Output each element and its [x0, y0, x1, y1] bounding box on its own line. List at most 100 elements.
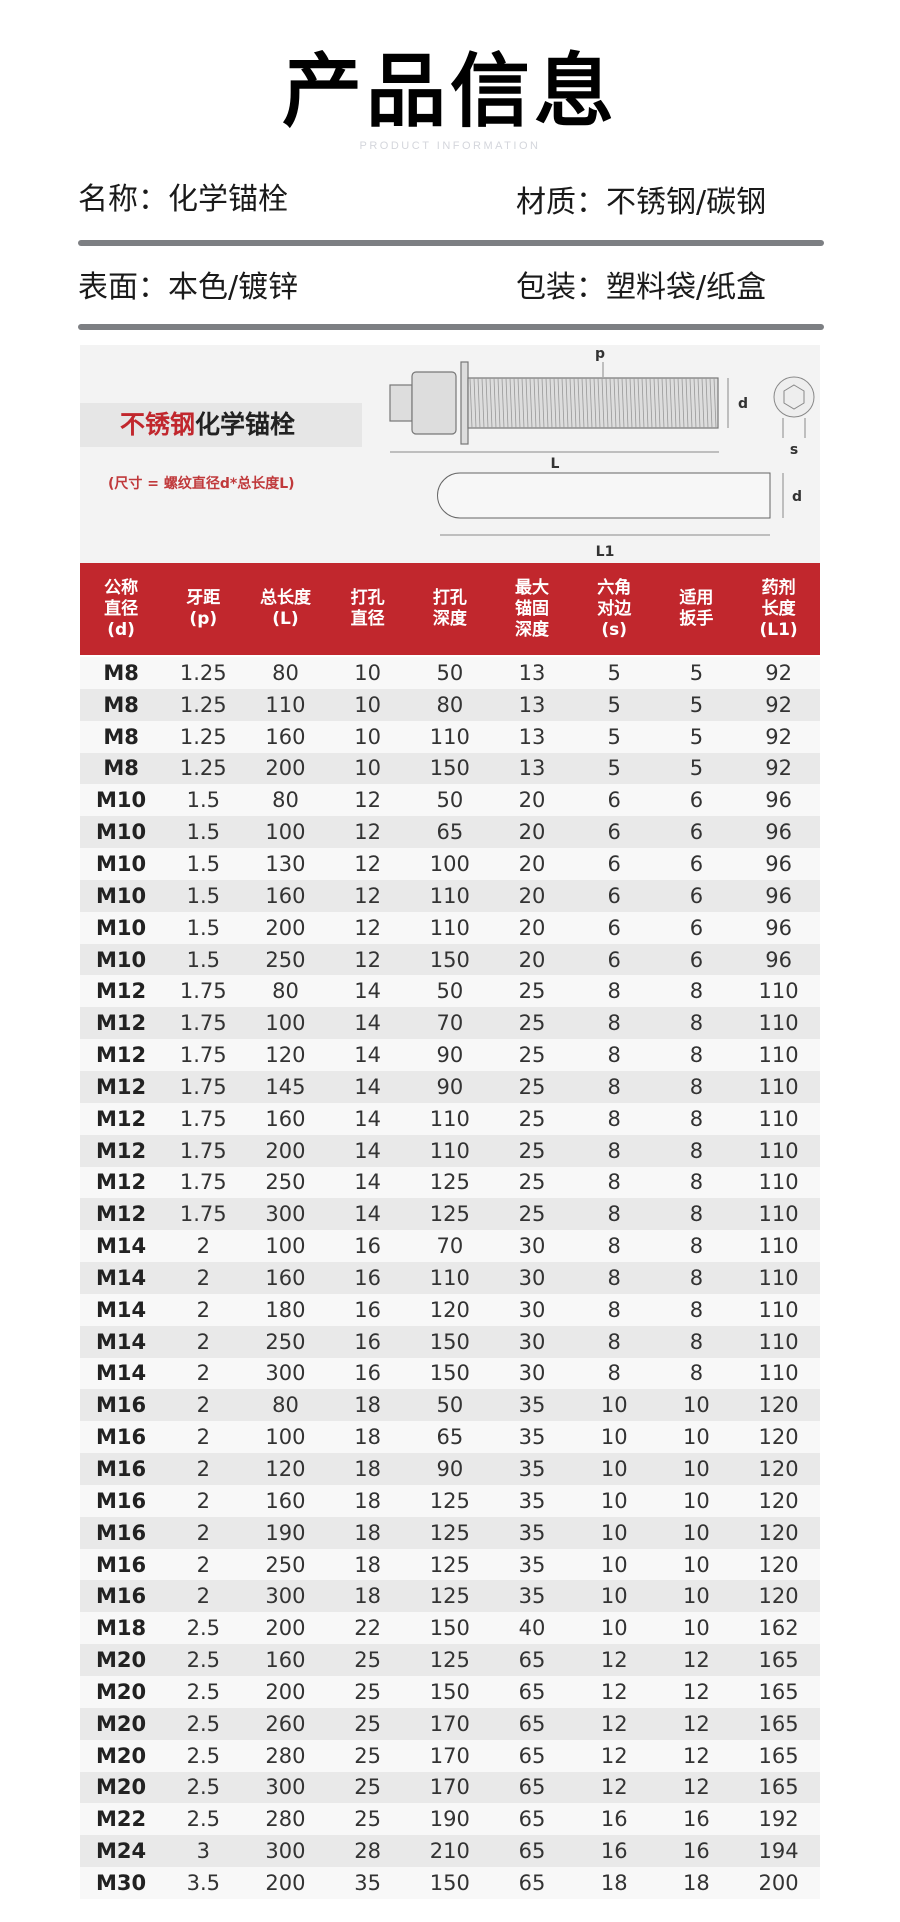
table-cell: 120	[265, 1043, 306, 1068]
table-cell: 2	[196, 1457, 210, 1482]
thread-line	[505, 377, 509, 429]
table-row: M16 2 100 18 65 35 10 10 120	[80, 1421, 820, 1454]
column-header: 适用 扳手	[679, 588, 714, 629]
brand-black-text: 化学锚栓	[195, 410, 296, 439]
table-cell: 8	[607, 1202, 621, 1227]
table-cell: 110	[429, 883, 470, 908]
table-cell: 200	[758, 1870, 799, 1895]
table-cell: 12	[354, 883, 382, 908]
table-cell: 300	[265, 1839, 306, 1864]
thread-line	[689, 377, 693, 429]
table-cell: 110	[429, 1138, 470, 1163]
table-cell: 1.75	[179, 1106, 227, 1131]
table-cell: 2	[196, 1393, 210, 1418]
thread-line	[501, 377, 505, 429]
table-cell: 2	[196, 1361, 210, 1386]
table-row: M20 2.5 200 25 150 65 12 12 165	[80, 1676, 820, 1708]
table-cell: 10	[354, 724, 382, 749]
table-cell: M10	[96, 915, 147, 940]
table-cell: 1.5	[186, 915, 220, 940]
table-cell: 80	[272, 1393, 299, 1418]
table-cell: 16	[354, 1329, 382, 1354]
table-cell: 12	[600, 1711, 628, 1736]
table-cell: 110	[429, 1106, 470, 1131]
table-cell: 8	[689, 1297, 704, 1322]
table-row: M12 1.75 100 14 70 25 8 8 110	[80, 1007, 820, 1040]
table-cell: 6	[689, 820, 704, 845]
table-cell: 110	[265, 692, 306, 717]
table-cell: 10	[683, 1488, 710, 1513]
table-cell: 170	[429, 1743, 470, 1768]
table-cell: 6	[689, 788, 704, 813]
washer	[460, 361, 469, 445]
table-cell: 192	[758, 1807, 799, 1832]
table-cell: 13	[518, 692, 546, 717]
table-cell: 8	[689, 1074, 704, 1099]
thread-line	[633, 377, 637, 429]
table-cell: M14	[96, 1234, 147, 1259]
table-cell: 30	[518, 1297, 546, 1322]
thread-line	[473, 377, 477, 429]
table-cell: 6	[689, 883, 704, 908]
thread-line	[469, 377, 473, 429]
thread-line	[565, 377, 569, 429]
table-cell: 25	[354, 1679, 382, 1704]
table-cell: 18	[600, 1870, 628, 1895]
table-row: M18 2.5 200 22 150 40 10 10 162	[80, 1612, 820, 1645]
table-cell: 280	[265, 1807, 306, 1832]
table-cell: 96	[765, 851, 792, 876]
table-row: M14 2 300 16 150 30 8 8 110	[80, 1357, 820, 1390]
table-cell: M14	[96, 1329, 147, 1354]
thread-line	[569, 377, 573, 429]
table-cell: M12	[96, 979, 147, 1004]
info-material: 材质：不锈钢/碳钢	[516, 185, 767, 220]
table-cell: 130	[265, 851, 306, 876]
table-cell: 10	[354, 660, 382, 685]
table-cell: 65	[518, 1807, 546, 1832]
table-cell: 125	[429, 1584, 470, 1609]
table-cell: 160	[265, 1488, 306, 1513]
table-row: M20 2.5 160 25 125 65 12 12 165	[80, 1644, 820, 1676]
thread-lines	[469, 377, 717, 429]
table-cell: 12	[354, 851, 382, 876]
table-cell: M8	[103, 692, 139, 717]
thread-line	[577, 377, 581, 429]
divider	[78, 240, 824, 246]
table-row: M10 1.5 130 12 100 20 6 6 96	[80, 848, 820, 880]
table-cell: 12	[600, 1679, 628, 1704]
table-cell: 20	[518, 788, 546, 813]
thread-line	[513, 377, 517, 429]
table-cell: 125	[429, 1202, 470, 1227]
table-row: M12 1.75 200 14 110 25 8 8 110	[80, 1134, 820, 1167]
thread-line	[521, 377, 525, 429]
thread-line	[669, 377, 673, 429]
table-cell: 160	[265, 724, 306, 749]
table-cell: 160	[265, 883, 306, 908]
table-cell: 3	[196, 1839, 210, 1864]
table-cell: 10	[600, 1616, 628, 1641]
label-L: L	[551, 456, 560, 472]
table-cell: M10	[96, 820, 147, 845]
table-cell: M12	[96, 1074, 147, 1099]
thread-line	[641, 377, 645, 429]
table-cell: M14	[96, 1265, 147, 1290]
table-cell: 20	[518, 851, 546, 876]
table-cell: M16	[96, 1552, 147, 1577]
bolt-drawing	[389, 361, 719, 445]
table-cell: 14	[354, 1011, 382, 1036]
table-cell: 8	[607, 1074, 621, 1099]
table-cell: 280	[265, 1743, 306, 1768]
table-cell: 2.5	[186, 1807, 220, 1832]
table-row: M14 2 100 16 70 30 8 8 110	[80, 1230, 820, 1263]
table-cell: 5	[607, 724, 621, 749]
thread-line	[541, 377, 545, 429]
table-cell: 35	[518, 1425, 546, 1450]
table-cell: 65	[518, 1743, 546, 1768]
table-cell: 1.25	[179, 724, 227, 749]
column-header: 公称 直径 (d)	[104, 577, 139, 640]
table-cell: 18	[683, 1870, 710, 1895]
table-row: M14 2 160 16 110 30 8 8 110	[80, 1262, 820, 1294]
table-cell: M8	[103, 724, 139, 749]
table-cell: 110	[758, 1074, 799, 1099]
table-cell: 92	[765, 660, 792, 685]
